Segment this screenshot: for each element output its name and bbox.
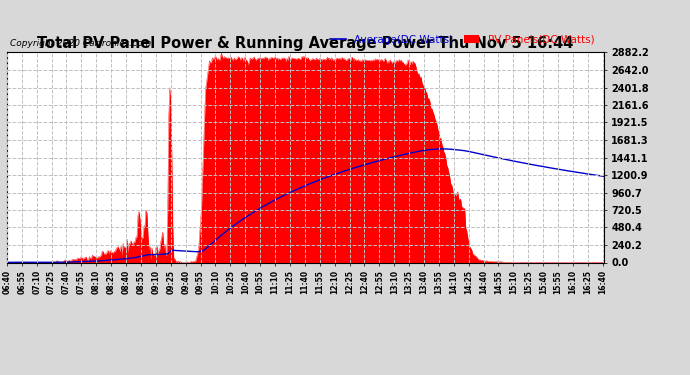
Title: Total PV Panel Power & Running Average Power Thu Nov 5 16:44: Total PV Panel Power & Running Average P… bbox=[37, 36, 573, 51]
Text: Copyright 2020 Cartronics.com: Copyright 2020 Cartronics.com bbox=[10, 39, 152, 48]
Legend: Average(DC Watts), PV Panels(DC Watts): Average(DC Watts), PV Panels(DC Watts) bbox=[326, 30, 598, 49]
